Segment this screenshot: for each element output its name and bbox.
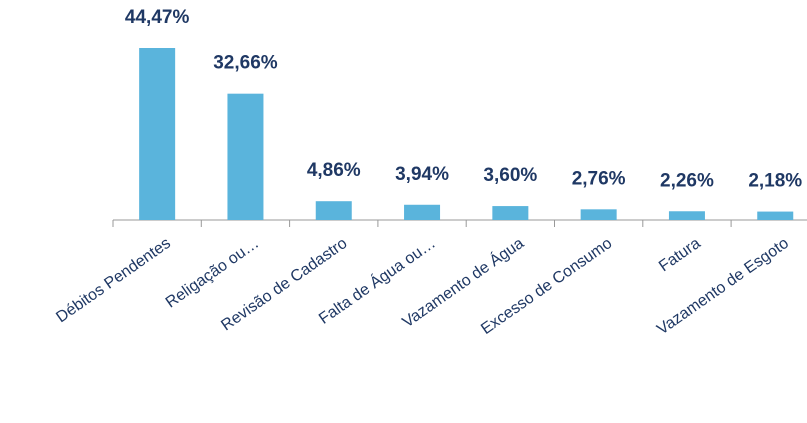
value-label: 32,66% [213, 53, 278, 74]
bar [227, 94, 263, 220]
bar [492, 206, 528, 220]
bar [139, 48, 175, 220]
bar [757, 212, 793, 220]
chart: 44,47%Débitos Pendentes32,66%Religação o… [0, 0, 807, 423]
bar [669, 211, 705, 220]
x-tick-label: Débitos Pendentes [53, 235, 174, 326]
value-label: 2,18% [748, 171, 802, 192]
value-label: 2,76% [572, 168, 626, 189]
value-label: 3,94% [395, 164, 449, 185]
value-label: 2,26% [660, 170, 714, 191]
x-tick-label: Fatura [656, 235, 704, 276]
bar [404, 205, 440, 220]
bar [581, 209, 617, 220]
bar [316, 201, 352, 220]
value-label: 4,86% [307, 160, 361, 181]
value-label: 44,47% [125, 7, 190, 28]
value-label: 3,60% [483, 165, 537, 186]
